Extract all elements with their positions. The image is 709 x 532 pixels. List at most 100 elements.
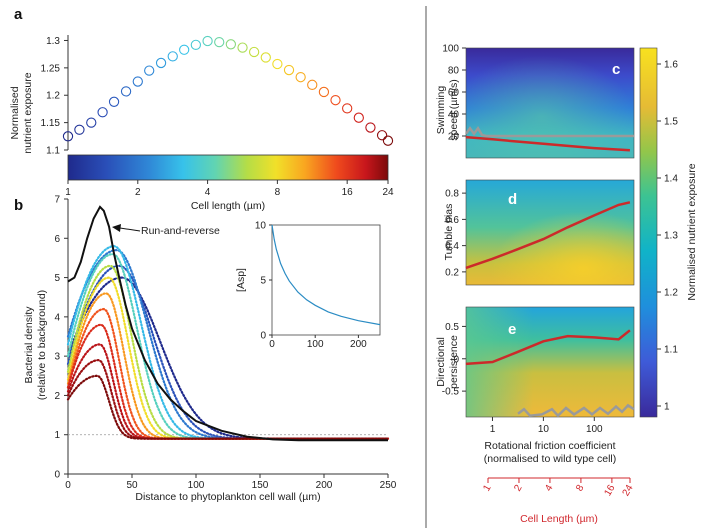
a-point <box>376 130 388 141</box>
inset-asp-curve <box>271 224 381 326</box>
c-red-path <box>465 135 630 152</box>
a-point <box>307 79 318 90</box>
right-xlabel-line1: Rotational friction coefficient <box>484 440 615 452</box>
nutrient-tick-label: 1 <box>664 402 670 413</box>
a-point <box>214 36 225 48</box>
nutrient-tick-label: 1.1 <box>664 345 678 356</box>
run-and-reverse-annotation: Run-and-reverse <box>141 225 220 237</box>
e-gray-path <box>517 403 635 418</box>
e-ticks: 0.5 0 -0.5 <box>442 322 466 398</box>
a-point <box>318 86 330 98</box>
a-ytick-label: 1.3 <box>46 36 60 47</box>
b-ytick-label: 1 <box>54 430 60 441</box>
right-xtick-label: 100 <box>586 424 603 435</box>
b-xtick-label: 250 <box>380 480 397 491</box>
a-point <box>283 64 295 76</box>
inset-ticks: 0 100 200 0 5 10 <box>255 221 367 351</box>
d-ytick-label: 0.2 <box>445 267 459 278</box>
colorbar-tick-label: 8 <box>275 187 281 198</box>
b-dotted-line <box>66 374 390 440</box>
b-ylabel-line2: (relative to background) <box>36 290 48 400</box>
c-ytick-label: 20 <box>448 132 460 143</box>
e-red-path <box>465 329 631 366</box>
d-ytick-label: 0.8 <box>445 189 459 200</box>
right-xtick-label: 10 <box>538 424 550 435</box>
nutrient-tick-label: 1.6 <box>664 60 678 71</box>
c-ytick-label: 60 <box>448 88 460 99</box>
a-point <box>342 103 353 114</box>
a-ytick-label: 1.15 <box>41 118 61 129</box>
a-point <box>272 58 283 70</box>
colorbar-tick-label: 1 <box>65 187 71 198</box>
b-xtick-label: 200 <box>316 480 333 491</box>
cell-length-tick-label: 16 <box>602 483 617 499</box>
e-ylabel-line2: persistence <box>448 335 460 389</box>
right-xtick-label: 1 <box>490 424 496 435</box>
a-point <box>225 39 237 50</box>
a-point <box>382 135 394 146</box>
panel-label-e: e <box>508 321 516 338</box>
a-point <box>179 44 190 55</box>
e-ylabel-line1: Directional <box>435 337 447 387</box>
b-ylabel-line1: Bacterial density <box>23 306 35 384</box>
d-ytick-label: 0.6 <box>445 215 459 226</box>
b-xtick-label: 100 <box>188 480 205 491</box>
a-point <box>62 131 74 142</box>
colorbar-tick-label: 24 <box>382 187 394 198</box>
b-dotted-series <box>66 244 390 440</box>
panel-label-a: a <box>14 6 23 23</box>
a-point <box>237 42 248 53</box>
colorbar-label: Cell length (µm) <box>191 200 265 212</box>
a-point <box>330 95 341 106</box>
d-frame <box>465 179 635 286</box>
a-point <box>86 117 97 128</box>
nutrient-tick-label: 1.2 <box>664 288 678 299</box>
nutrient-tick-label: 1.5 <box>664 117 678 128</box>
a-point <box>202 35 213 47</box>
d-heatmap-glow <box>466 180 634 285</box>
inset-xtick-label: 200 <box>350 339 367 350</box>
cell-length-colorbar <box>67 154 389 181</box>
a-point <box>108 96 120 107</box>
cell-length-axis-label: Cell Length (µm) <box>520 513 598 525</box>
a-point <box>295 72 306 83</box>
b-xlabel: Distance to phytoplankton cell wall (µm) <box>135 491 320 503</box>
e-ytick-label: 0.5 <box>445 322 459 333</box>
inset-xtick-label: 0 <box>269 339 275 350</box>
a-point <box>155 57 167 69</box>
colorbar-tick-label: 2 <box>135 187 141 198</box>
a-ytick-label: 1.25 <box>41 63 61 74</box>
a-point <box>167 51 178 62</box>
c-ticks: 20 40 60 80 100 <box>442 44 466 143</box>
d-ylabel: Tumble bias <box>443 204 455 261</box>
b-ytick-label: 4 <box>54 312 60 323</box>
cell-length-tick-label: 1 <box>481 483 494 494</box>
panel-label-d: d <box>508 191 517 208</box>
c-ytick-label: 80 <box>448 66 460 77</box>
c-heatmap-glow <box>466 48 634 158</box>
b-xtick-label: 150 <box>252 480 269 491</box>
nutrient-colorbar <box>639 47 658 418</box>
nutrient-colorbar-label: Normalised nutrient exposure <box>686 163 698 300</box>
b-ytick-label: 5 <box>54 273 60 284</box>
a-point <box>365 122 376 133</box>
d-ticks: 0.2 0.4 0.6 0.8 <box>445 189 466 278</box>
cell-length-tick-label: 24 <box>621 483 636 499</box>
a-points <box>62 35 394 146</box>
colorbar-tick-label: 16 <box>342 187 354 198</box>
inset-ylabel: [Asp] <box>235 268 247 292</box>
nutrient-tick-label: 1.3 <box>664 231 678 242</box>
panel-label-c: c <box>612 61 620 78</box>
b-xtick-label: 0 <box>65 480 71 491</box>
a-point <box>132 76 143 87</box>
a-y-ticks: 1.1 1.15 1.2 1.25 1.3 <box>41 36 68 157</box>
rotational-friction-ticks: 1 10 100 <box>490 417 603 435</box>
a-ytick-label: 1.1 <box>46 146 60 157</box>
cell-length-tick-label: 2 <box>512 483 525 494</box>
c-ytick-label: 100 <box>442 44 459 55</box>
a-point <box>260 52 271 63</box>
a-ytick-label: 1.2 <box>46 91 60 102</box>
nutrient-colorbar-ticks: 1 1.1 1.2 1.3 1.4 1.5 1.6 <box>657 60 678 413</box>
cell-length-axis-ticks: 1 2 4 8 16 24 <box>481 478 636 498</box>
